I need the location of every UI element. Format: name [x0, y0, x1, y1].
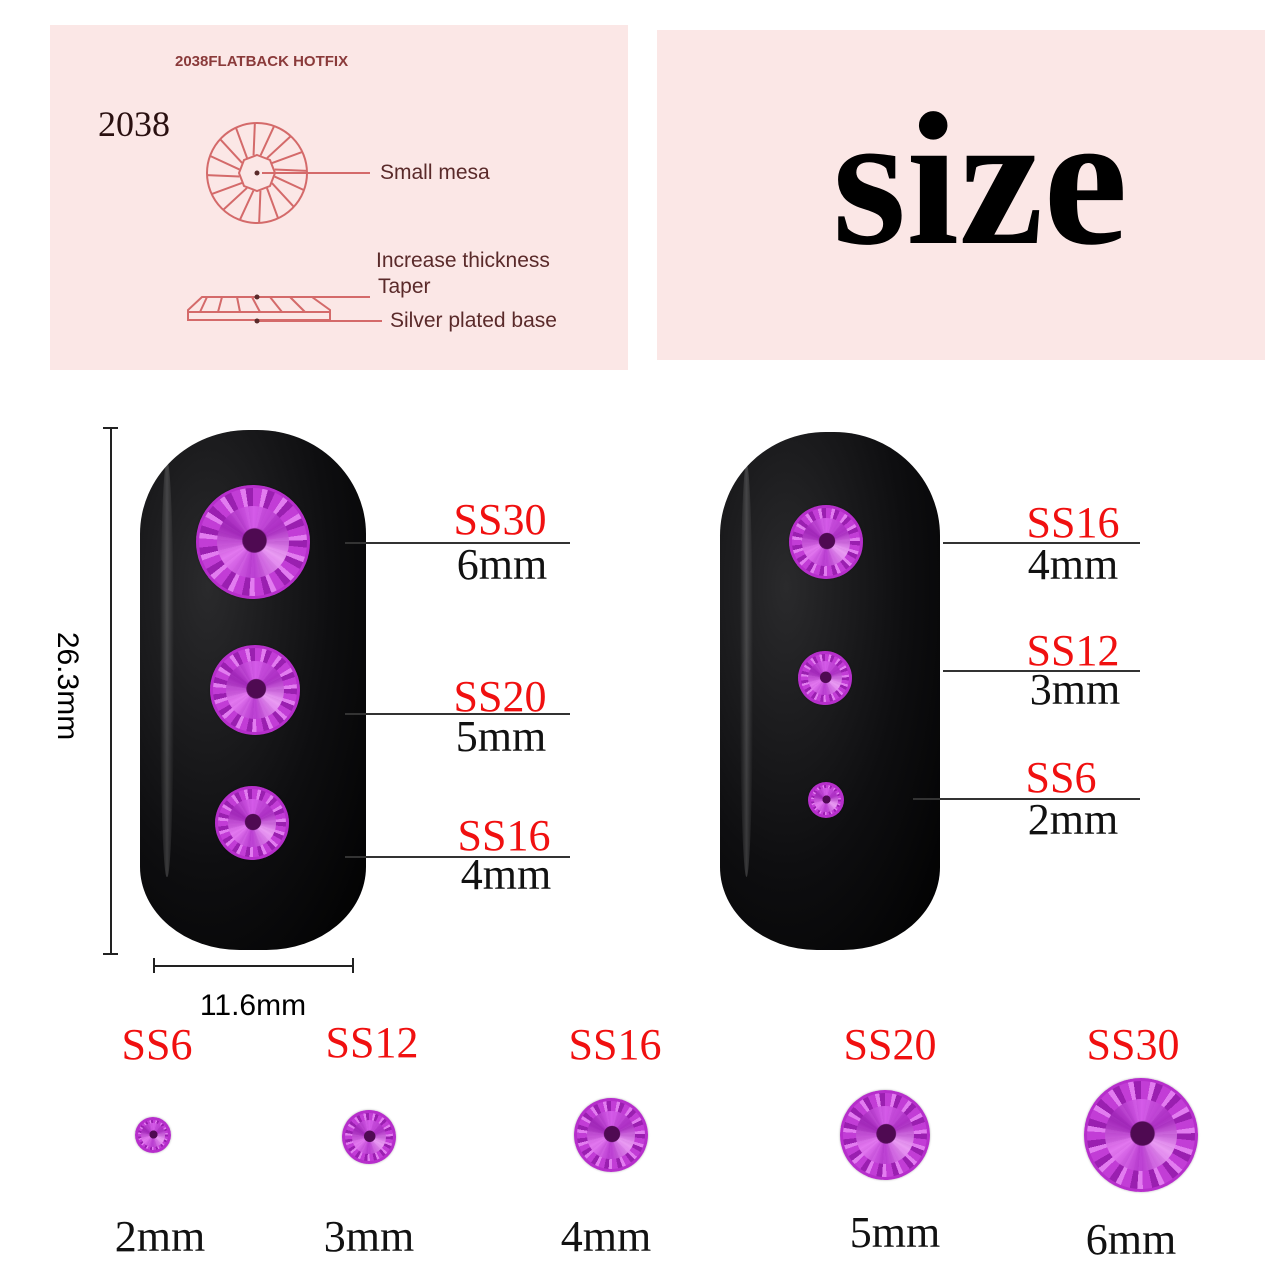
- mm-label: 6mm: [1085, 1215, 1177, 1264]
- facet-line: [219, 138, 243, 164]
- rhinestone-2mm: [135, 1117, 171, 1153]
- width-tick-left: [153, 958, 155, 973]
- size-label: SS16: [457, 811, 551, 860]
- size-label: SS20: [843, 1020, 937, 1069]
- label-base: Silver plated base: [390, 309, 557, 332]
- leader-line: [943, 670, 1140, 672]
- label-increase-thickness: Increase thickness: [376, 249, 550, 272]
- height-label: 26.3mm: [51, 631, 84, 741]
- height-dimension-line: [110, 427, 112, 954]
- rhinestone-ss12: [798, 651, 852, 705]
- leader-line: [345, 856, 570, 858]
- mm-label: 2mm: [1027, 795, 1119, 844]
- headline-panel: size: [657, 30, 1265, 360]
- size-label: SS30: [1086, 1020, 1180, 1069]
- leader-line: [913, 798, 1140, 800]
- facet-line: [222, 187, 248, 211]
- size-label: SS16: [1026, 498, 1120, 547]
- diagram-title: 2038FLATBACK HOTFIX: [175, 53, 349, 70]
- rhinestone-ss30: [196, 485, 310, 599]
- rhinestone-ss16: [789, 505, 863, 579]
- facet-line: [258, 190, 262, 223]
- size-label: SS30: [453, 495, 547, 544]
- facet-line: [252, 123, 256, 156]
- label-small-mesa: Small mesa: [380, 161, 490, 184]
- height-tick-top: [103, 427, 118, 429]
- facet-line: [274, 168, 307, 172]
- mm-label: 4mm: [460, 850, 552, 899]
- mm-label: 5mm: [849, 1208, 941, 1257]
- facet-line: [207, 174, 240, 178]
- facet-line: [209, 154, 240, 171]
- mm-label: 5mm: [455, 712, 547, 761]
- leader-line: [345, 713, 570, 715]
- label-taper: Taper: [378, 275, 431, 298]
- mm-label: 4mm: [1027, 540, 1119, 589]
- rhinestone-5mm: [840, 1090, 930, 1180]
- mm-label: 3mm: [1029, 665, 1121, 714]
- size-label: SS6: [121, 1020, 193, 1069]
- mm-label: 4mm: [560, 1212, 652, 1261]
- headline: size: [832, 75, 1128, 285]
- width-dimension-line: [153, 965, 353, 967]
- diagram-panel: 2038FLATBACK HOTFIX 2038 Small mesa Incr…: [50, 25, 628, 370]
- rhinestone-4mm: [574, 1098, 648, 1172]
- mm-label: 6mm: [456, 540, 548, 589]
- facet-line: [271, 150, 303, 164]
- facet-line: [274, 175, 305, 192]
- width-tick-right: [352, 958, 354, 973]
- mm-label: 2mm: [114, 1212, 206, 1261]
- facet-line: [234, 127, 248, 159]
- facet-line: [211, 182, 243, 196]
- mm-label: 3mm: [323, 1212, 415, 1261]
- size-label: SS12: [1026, 626, 1120, 675]
- facet-line: [238, 190, 255, 221]
- facet-line: [266, 135, 292, 159]
- facet-line: [259, 125, 276, 156]
- facet-line: [271, 182, 295, 208]
- size-label: SS20: [453, 672, 547, 721]
- rhinestone-6mm: [1084, 1078, 1198, 1192]
- size-label: SS12: [325, 1018, 419, 1067]
- size-label: SS6: [1025, 753, 1097, 802]
- rhinestone-diagram: [187, 122, 382, 324]
- size-label: SS16: [568, 1020, 662, 1069]
- rhinestone-ss6: [808, 782, 844, 818]
- leader-line: [943, 542, 1140, 544]
- rhinestone-ss20: [210, 645, 300, 735]
- height-tick-bottom: [103, 953, 118, 955]
- model-number: 2038: [98, 104, 170, 144]
- facet-line: [266, 187, 280, 219]
- leader-line: [345, 542, 570, 544]
- width-label: 11.6mm: [199, 989, 307, 1022]
- rhinestone-3mm: [342, 1110, 396, 1164]
- rhinestone-ss16: [215, 786, 289, 860]
